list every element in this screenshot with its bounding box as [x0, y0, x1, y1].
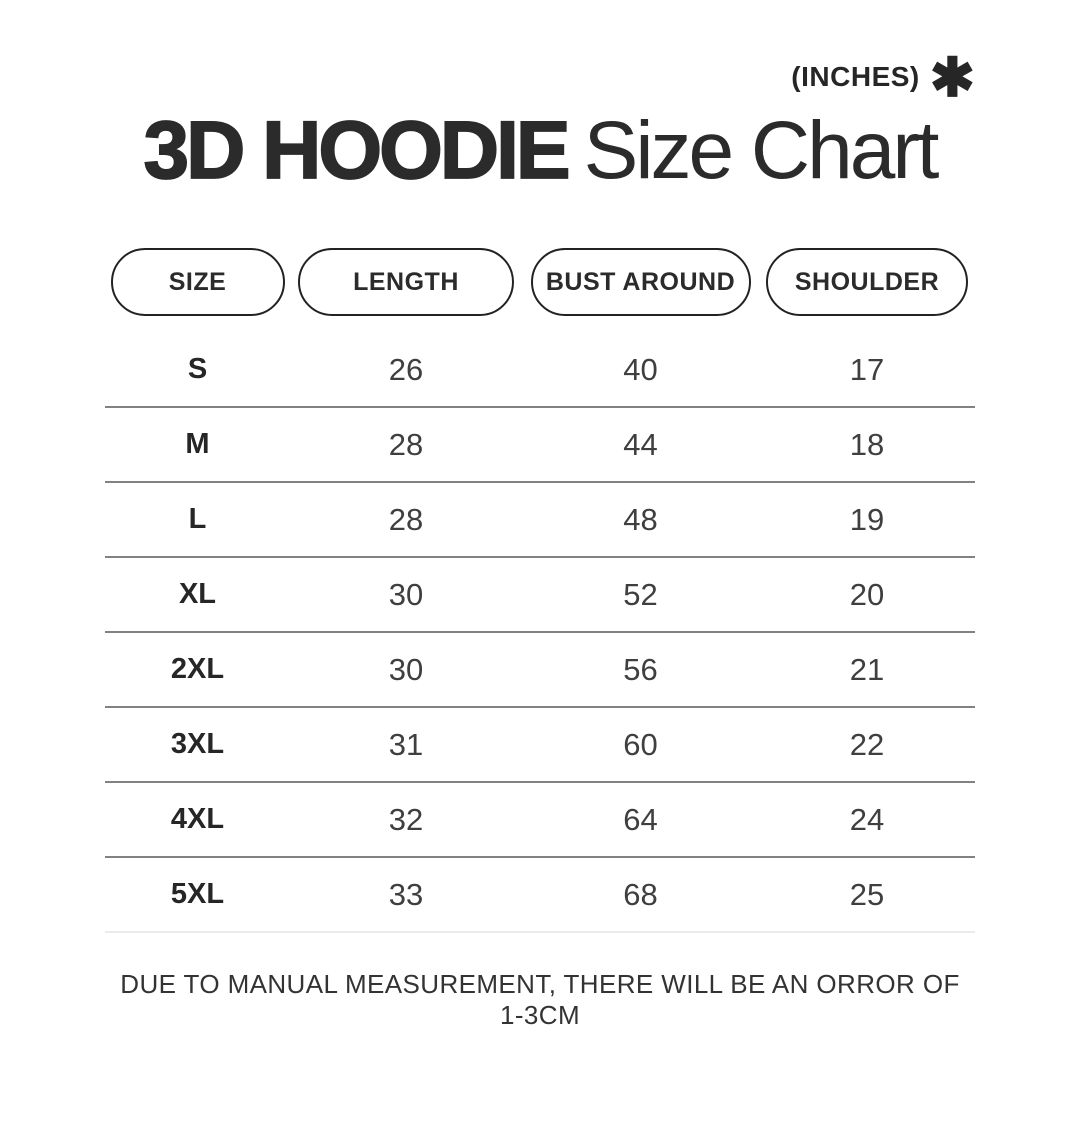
page-title: 3D HOODIE Size Chart: [105, 105, 975, 196]
size-chart-panel: (INCHES) ✱ 3D HOODIE Size Chart SIZE LENG…: [105, 48, 975, 1031]
cell-length: 28: [388, 426, 424, 462]
column-header-label: LENGTH: [353, 267, 459, 296]
cell-bust-around: 40: [623, 351, 658, 387]
title-rest: Size Chart: [583, 105, 940, 196]
column-header-cell: SHOULDER: [759, 248, 975, 317]
column-header-pill: LENGTH: [298, 248, 514, 317]
cell-bust-around: 60: [623, 726, 658, 762]
cell-bust-around: 44: [623, 426, 658, 462]
cell-size: XL: [178, 578, 217, 611]
cell-bust-around: 56: [623, 651, 658, 687]
column-header-cell: SIZE: [105, 248, 290, 317]
title-emphasis: 3D HOODIE: [143, 105, 572, 196]
cell-size: 3XL: [170, 728, 225, 761]
cell-shoulder: 21: [849, 651, 885, 687]
cell-length: 30: [388, 576, 424, 612]
cell-length: 28: [388, 501, 424, 537]
cell-length: 32: [388, 801, 424, 837]
cell-shoulder: 22: [849, 726, 885, 762]
cell-bust-around: 52: [623, 576, 658, 612]
cell-bust-around: 64: [623, 801, 658, 837]
column-header-label: SHOULDER: [794, 267, 940, 296]
cell-size: 4XL: [170, 803, 225, 836]
cell-shoulder: 25: [849, 876, 885, 912]
column-header-pill: SIZE: [110, 248, 285, 317]
cell-length: 33: [388, 876, 424, 912]
cell-shoulder: 19: [849, 501, 885, 537]
table-row: M 28 44 18: [105, 408, 975, 484]
cell-shoulder: 17: [849, 351, 885, 387]
cell-length: 30: [388, 651, 424, 687]
units-label: (INCHES): [791, 61, 920, 92]
column-header-cell: BUST AROUND: [522, 248, 759, 317]
table-row: 3XL 31 60 22: [105, 708, 975, 784]
cell-size: 2XL: [170, 653, 225, 686]
column-header-pill: SHOULDER: [766, 248, 968, 317]
cell-shoulder: 24: [849, 801, 885, 837]
cell-bust-around: 48: [623, 501, 658, 537]
cell-size: L: [188, 503, 207, 536]
cell-bust-around: 68: [623, 876, 658, 912]
measurement-note: DUE TO MANUAL MEASUREMENT, THERE WILL BE…: [120, 969, 960, 1031]
table-row: 2XL 30 56 21: [105, 633, 975, 709]
size-table: S 26 40 17 M 28 44 18 L 28 48 19 XL 30: [105, 333, 975, 934]
table-header-row: SIZE LENGTH BUST AROUND SHOULDER: [105, 248, 975, 317]
table-row: S 26 40 17: [105, 333, 975, 409]
table-row: 5XL 33 68 25: [105, 858, 975, 934]
cell-size: S: [187, 353, 208, 386]
column-header-cell: LENGTH: [290, 248, 522, 317]
units-row: (INCHES) ✱: [105, 48, 975, 106]
table-row: XL 30 52 20: [105, 558, 975, 634]
column-header-pill: BUST AROUND: [530, 248, 751, 317]
cell-shoulder: 20: [849, 576, 885, 612]
cell-shoulder: 18: [849, 426, 885, 462]
asterisk-icon: ✱: [929, 48, 975, 109]
column-header-label: SIZE: [168, 267, 227, 296]
cell-size: M: [185, 428, 210, 461]
table-row: L 28 48 19: [105, 483, 975, 559]
column-header-label: BUST AROUND: [545, 267, 736, 296]
cell-length: 26: [388, 351, 424, 387]
table-row: 4XL 32 64 24: [105, 783, 975, 859]
cell-size: 5XL: [170, 878, 225, 911]
cell-length: 31: [388, 726, 424, 762]
